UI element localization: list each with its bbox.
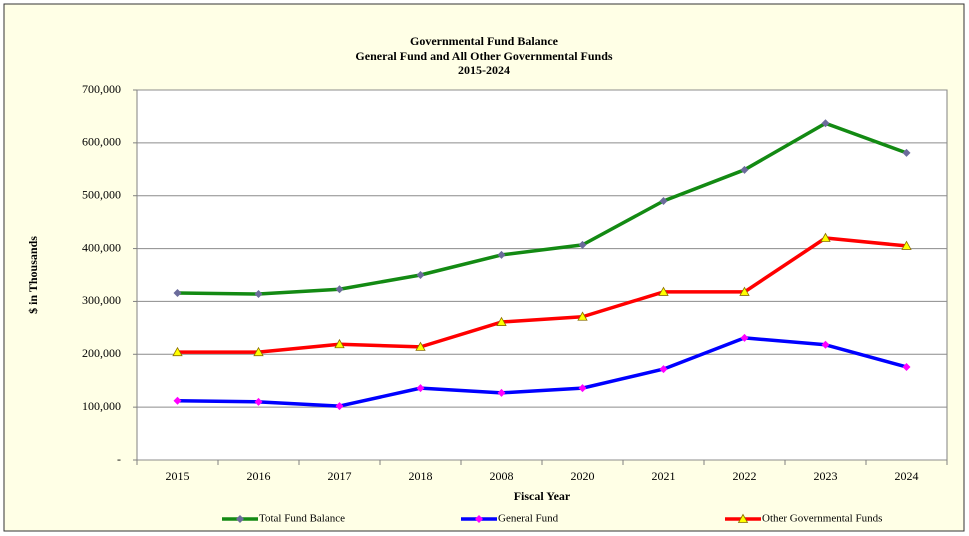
data-point	[821, 119, 830, 128]
x-tick-label: 2008	[490, 469, 514, 483]
legend-label: Total Fund Balance	[259, 513, 345, 525]
series-line	[177, 121, 908, 296]
y-tick-label: 100,000	[82, 399, 121, 413]
x-tick-label: 2017	[328, 469, 352, 483]
y-tick-label: 200,000	[82, 346, 121, 360]
data-point	[335, 402, 344, 411]
data-point	[740, 165, 749, 174]
data-point	[254, 290, 263, 299]
x-tick-label: 2024	[895, 469, 919, 483]
legend-label: General Fund	[498, 513, 559, 525]
chart-title: Governmental Fund Balance	[410, 34, 559, 48]
chart-title: 2015-2024	[458, 63, 510, 77]
data-point	[821, 340, 830, 349]
data-point	[496, 316, 507, 326]
data-point	[253, 346, 264, 357]
y-tick-label: 600,000	[82, 135, 121, 149]
data-point	[658, 286, 669, 296]
data-point	[659, 197, 668, 205]
data-point	[172, 346, 183, 357]
data-point	[902, 148, 911, 157]
legend-marker	[236, 515, 244, 523]
data-point	[497, 250, 506, 259]
legend-marker	[475, 515, 483, 523]
data-point	[415, 341, 426, 351]
x-tick-label: 2016	[247, 469, 271, 483]
y-axis-label: $ in Thousands	[26, 236, 40, 314]
data-point	[902, 362, 911, 371]
chart-title: General Fund and All Other Governmental …	[355, 49, 612, 63]
x-axis-label: Fiscal Year	[514, 489, 571, 503]
data-point	[820, 232, 831, 242]
x-tick-label: 2022	[733, 469, 757, 483]
series-line	[177, 236, 907, 354]
legend-label: Other Governmental Funds	[762, 513, 882, 525]
y-tick-label: 700,000	[82, 82, 121, 96]
y-tick-label: 500,000	[82, 187, 121, 201]
data-point	[659, 365, 668, 374]
data-point	[739, 286, 750, 296]
data-point	[497, 388, 506, 397]
data-point	[901, 240, 912, 250]
data-point	[416, 271, 425, 279]
x-tick-label: 2021	[652, 469, 676, 483]
data-point	[577, 311, 588, 321]
data-point	[578, 384, 587, 393]
data-point	[416, 384, 425, 393]
x-tick-label: 2015	[166, 469, 190, 483]
x-tick-label: 2018	[409, 469, 433, 483]
x-tick-label: 2023	[814, 469, 838, 483]
data-point	[334, 338, 345, 349]
data-point	[335, 285, 344, 294]
y-tick-label: -	[117, 452, 121, 466]
series-line	[177, 336, 907, 408]
data-point	[740, 333, 749, 342]
data-point	[578, 240, 587, 249]
data-point	[173, 288, 182, 297]
plot-area	[136, 89, 948, 461]
data-point	[254, 397, 263, 406]
y-tick-label: 400,000	[82, 240, 121, 254]
legend-marker	[737, 513, 749, 523]
x-tick-label: 2020	[571, 469, 595, 483]
y-tick-label: 300,000	[82, 293, 121, 307]
data-point	[173, 396, 182, 405]
